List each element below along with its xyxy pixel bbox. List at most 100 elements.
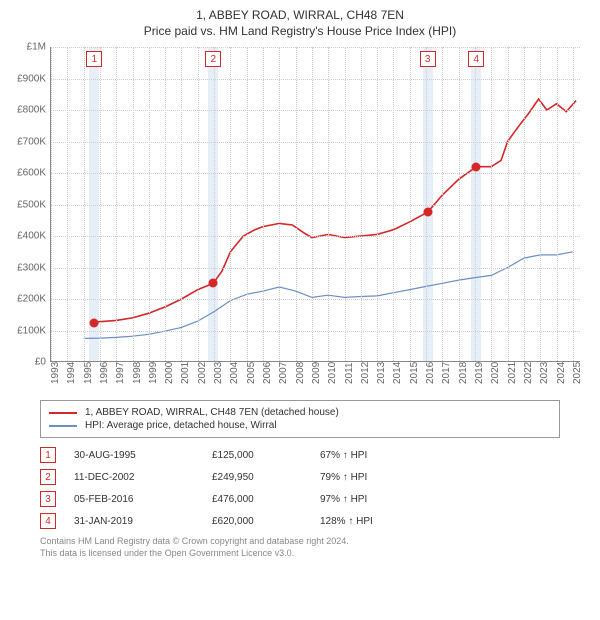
transaction-dot [90,318,99,327]
gridline-v [312,47,313,361]
transaction-dot [423,208,432,217]
transaction-date: 31-JAN-2019 [74,516,194,527]
legend-swatch [49,425,77,427]
gridline-v [573,47,574,361]
gridline-v [214,47,215,361]
gridline-v [51,47,52,361]
x-tick-label: 2008 [295,362,306,384]
x-tick-label: 2016 [425,362,436,384]
y-tick-label: £500K [17,199,46,210]
transaction-row: 431-JAN-2019£620,000128% ↑ HPI [40,510,560,532]
gridline-v [540,47,541,361]
gridline-v [165,47,166,361]
gridline-v [345,47,346,361]
x-tick-label: 2019 [474,362,485,384]
gridline-v [263,47,264,361]
footer-attribution: Contains HM Land Registry data © Crown c… [40,536,560,559]
gridline-v [67,47,68,361]
x-tick-label: 1994 [66,362,77,384]
x-tick-label: 2014 [392,362,403,384]
transaction-dot [209,279,218,288]
gridline-v [377,47,378,361]
x-tick-label: 2009 [311,362,322,384]
y-tick-label: £0 [35,357,46,368]
transaction-date: 05-FEB-2016 [74,494,194,505]
x-tick-label: 2018 [458,362,469,384]
y-tick-label: £200K [17,294,46,305]
gridline-v [393,47,394,361]
gridline-v [524,47,525,361]
x-tick-label: 2021 [507,362,518,384]
gridline-v [296,47,297,361]
x-tick-label: 2006 [262,362,273,384]
gridline-v [361,47,362,361]
footer-line2: This data is licensed under the Open Gov… [40,548,560,560]
x-tick-label: 2017 [441,362,452,384]
gridline-h [51,205,580,206]
x-tick-label: 2005 [246,362,257,384]
legend-item: HPI: Average price, detached house, Wirr… [49,419,551,432]
y-tick-label: £600K [17,168,46,179]
x-tick-label: 1996 [99,362,110,384]
gridline-v [491,47,492,361]
transaction-price: £249,950 [212,472,302,483]
x-tick-label: 1995 [83,362,94,384]
transaction-row-marker: 4 [40,513,56,529]
gridline-v [84,47,85,361]
x-tick-label: 2022 [523,362,534,384]
x-tick-label: 2003 [213,362,224,384]
gridline-v [410,47,411,361]
y-tick-label: £900K [17,73,46,84]
transaction-row: 130-AUG-1995£125,00067% ↑ HPI [40,444,560,466]
x-tick-label: 2004 [229,362,240,384]
y-tick-label: £800K [17,105,46,116]
x-axis: 1993199419951996199719981999200020012002… [50,362,580,392]
gridline-v [181,47,182,361]
y-tick-label: £300K [17,262,46,273]
gridline-v [426,47,427,361]
x-tick-label: 2012 [360,362,371,384]
x-tick-label: 2023 [539,362,550,384]
gridline-v [198,47,199,361]
legend-swatch [49,412,77,414]
x-tick-label: 2000 [164,362,175,384]
transaction-pct: 79% ↑ HPI [320,472,440,483]
transaction-marker: 2 [205,51,221,67]
transaction-row-marker: 1 [40,447,56,463]
chart-title: 1, ABBEY ROAD, WIRRAL, CH48 7EN Price pa… [0,0,600,42]
x-tick-label: 2002 [197,362,208,384]
x-tick-label: 2020 [490,362,501,384]
gridline-v [149,47,150,361]
x-tick-label: 2010 [327,362,338,384]
y-tick-label: £700K [17,136,46,147]
x-tick-label: 1999 [148,362,159,384]
legend-label: HPI: Average price, detached house, Wirr… [85,420,277,431]
x-tick-label: 2024 [556,362,567,384]
transaction-marker: 1 [86,51,102,67]
legend: 1, ABBEY ROAD, WIRRAL, CH48 7EN (detache… [40,400,560,438]
gridline-v [442,47,443,361]
x-tick-label: 2025 [572,362,583,384]
transactions-table: 130-AUG-1995£125,00067% ↑ HPI211-DEC-200… [40,444,560,532]
transaction-pct: 67% ↑ HPI [320,450,440,461]
gridline-h [51,110,580,111]
transaction-dot [472,162,481,171]
gridline-h [51,47,580,48]
gridline-h [51,142,580,143]
x-tick-label: 2015 [409,362,420,384]
series-line [94,99,576,323]
gridline-v [133,47,134,361]
gridline-h [51,299,580,300]
y-tick-label: £100K [17,325,46,336]
transaction-pct: 128% ↑ HPI [320,516,440,527]
gridline-h [51,79,580,80]
y-tick-label: £1M [27,42,46,53]
x-tick-label: 2007 [278,362,289,384]
gridline-v [557,47,558,361]
x-tick-label: 2011 [344,362,355,384]
gridline-h [51,331,580,332]
gridline-v [100,47,101,361]
price-chart: £0£100K£200K£300K£400K£500K£600K£700K£80… [0,42,600,392]
x-tick-label: 1997 [115,362,126,384]
transaction-row-marker: 3 [40,491,56,507]
